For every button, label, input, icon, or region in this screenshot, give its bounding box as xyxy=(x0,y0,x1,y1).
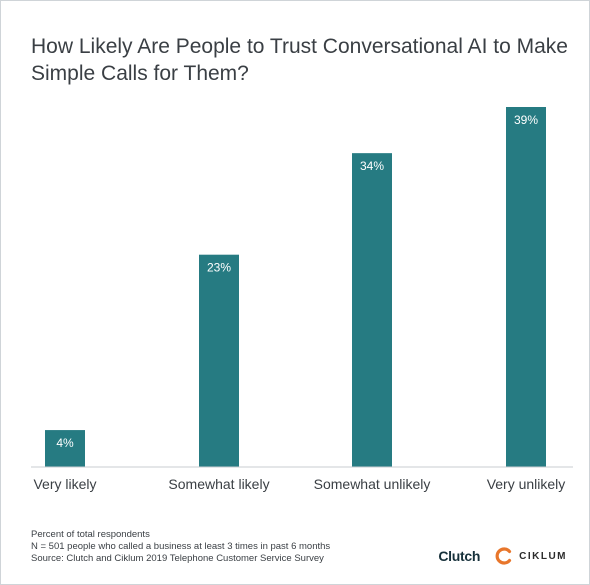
data-label: 34% xyxy=(360,159,384,173)
bar-somewhat-likely xyxy=(199,254,239,467)
x-tick-label: Very likely xyxy=(33,476,96,492)
x-tick-label: Very unlikely xyxy=(487,476,566,492)
footnote-line: Percent of total respondents xyxy=(31,529,150,540)
bars-group: 4% 23% 34% 39% xyxy=(45,107,546,467)
bar-chart: 4% 23% 34% 39% Very likely Somewhat likely So… xyxy=(31,107,573,492)
bar-very-likely xyxy=(45,430,85,467)
x-tick-label: Somewhat likely xyxy=(168,476,269,492)
ciklum-wordmark: CIKLUM xyxy=(519,550,567,562)
x-tick-label: Somewhat unlikely xyxy=(314,476,431,492)
x-axis-labels: Very likely Somewhat likely Somewhat unlik… xyxy=(33,476,565,492)
footnote-line: N = 501 people who called a business at … xyxy=(31,541,331,552)
footnote-line: Source: Clutch and Ciklum 2019 Telephone… xyxy=(31,553,324,564)
ciklum-c-icon xyxy=(495,547,512,565)
data-label: 23% xyxy=(207,261,231,275)
clutch-logo: Clutch xyxy=(438,548,481,564)
logos: Clutch CIKLUM xyxy=(438,546,567,566)
data-label: 39% xyxy=(514,113,538,127)
bar-very-unlikely xyxy=(506,107,546,467)
data-label: 4% xyxy=(56,436,74,450)
chart-title: How Likely Are People to Trust Conversat… xyxy=(31,35,568,85)
footnotes: Percent of total respondents N = 501 peo… xyxy=(31,529,330,565)
bar-somewhat-unlikely xyxy=(352,153,392,467)
ciklum-logo: CIKLUM xyxy=(494,546,567,566)
